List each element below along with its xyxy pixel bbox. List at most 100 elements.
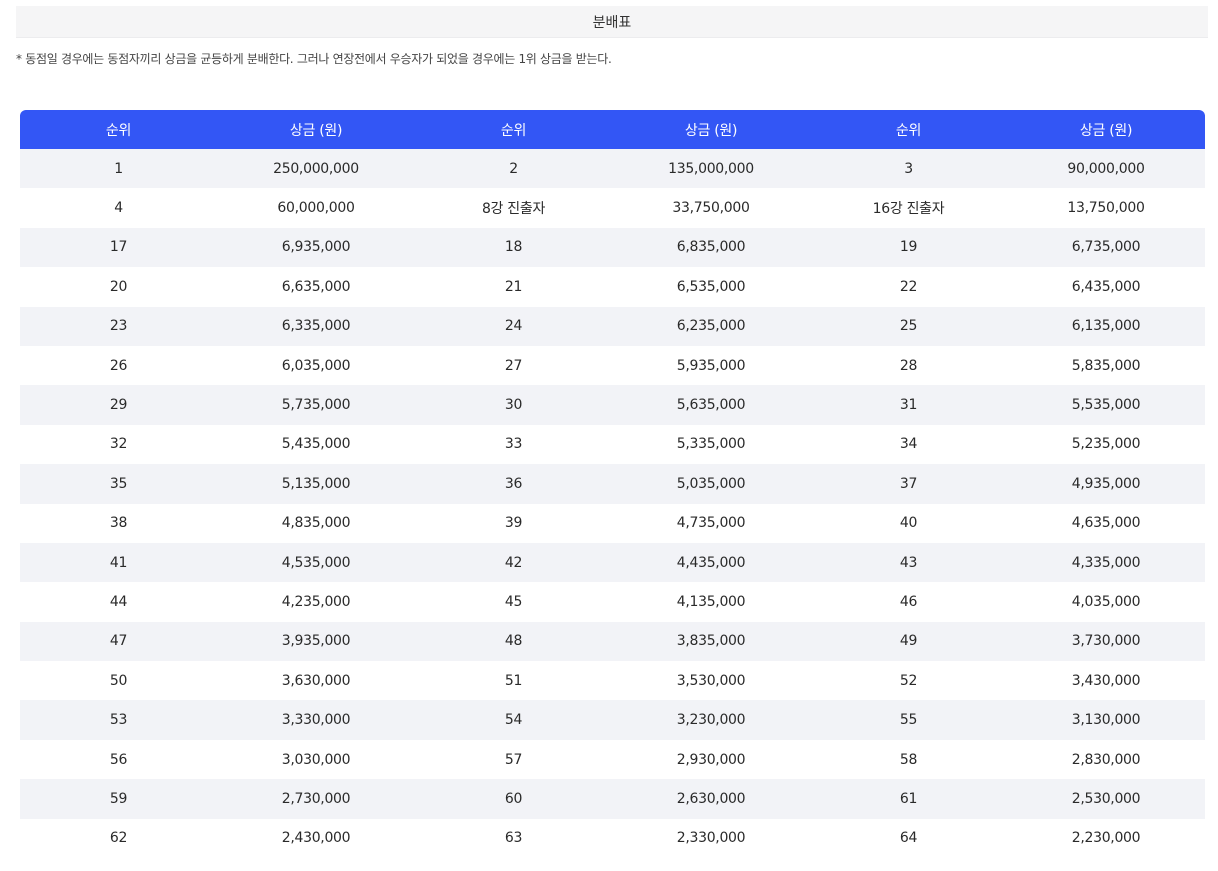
rank-cell: 51 bbox=[415, 661, 612, 701]
header-rank: 순위 bbox=[415, 110, 612, 149]
rank-cell: 29 bbox=[20, 385, 217, 425]
header-prize: 상금 (원) bbox=[217, 110, 415, 149]
prize-cell: 6,935,000 bbox=[217, 227, 415, 268]
rank-cell: 43 bbox=[810, 542, 1007, 583]
table-row: 4 60,000,000 8강 진출자 33,750,000 16강 진출자 13,750… bbox=[20, 188, 1205, 228]
table-row: 20 6,635,000 21 6,535,000 22 6,435,000 bbox=[20, 267, 1205, 307]
table-row: 17 6,935,000 18 6,835,000 19 6,735,000 bbox=[20, 227, 1205, 268]
rank-cell: 19 bbox=[810, 227, 1007, 268]
rank-cell: 40 bbox=[810, 503, 1007, 543]
prize-cell: 6,635,000 bbox=[217, 267, 415, 307]
rank-cell: 54 bbox=[415, 700, 612, 740]
prize-cell: 90,000,000 bbox=[1007, 149, 1205, 189]
prize-cell: 13,750,000 bbox=[1007, 188, 1205, 228]
header-rank: 순위 bbox=[20, 110, 217, 149]
rank-cell: 25 bbox=[810, 306, 1007, 346]
rank-cell: 2 bbox=[415, 149, 612, 189]
prize-cell: 3,030,000 bbox=[217, 739, 415, 780]
prize-cell: 5,735,000 bbox=[217, 385, 415, 425]
prize-cell: 33,750,000 bbox=[612, 188, 810, 228]
prize-cell: 5,935,000 bbox=[612, 345, 810, 386]
prize-cell: 4,935,000 bbox=[1007, 464, 1205, 504]
rank-cell: 38 bbox=[20, 503, 217, 543]
rank-cell: 48 bbox=[415, 621, 612, 662]
rank-cell: 50 bbox=[20, 661, 217, 701]
prize-cell: 250,000,000 bbox=[217, 149, 415, 189]
rank-cell: 60 bbox=[415, 779, 612, 819]
prize-cell: 4,135,000 bbox=[612, 582, 810, 622]
prize-cell: 6,035,000 bbox=[217, 345, 415, 386]
prize-cell: 2,230,000 bbox=[1007, 818, 1205, 859]
rank-cell: 20 bbox=[20, 267, 217, 307]
rank-cell: 62 bbox=[20, 818, 217, 859]
rank-cell: 37 bbox=[810, 464, 1007, 504]
rank-cell: 21 bbox=[415, 267, 612, 307]
header-prize: 상금 (원) bbox=[1007, 110, 1205, 149]
page-title: 분배표 bbox=[16, 6, 1208, 38]
rank-cell: 61 bbox=[810, 779, 1007, 819]
prize-cell: 6,235,000 bbox=[612, 306, 810, 346]
header-row: 순위 상금 (원) 순위 상금 (원) 순위 상금 (원) bbox=[20, 110, 1205, 149]
prize-cell: 60,000,000 bbox=[217, 188, 415, 228]
rank-cell: 46 bbox=[810, 582, 1007, 622]
table-row: 59 2,730,000 60 2,630,000 61 2,530,000 bbox=[20, 779, 1205, 819]
rank-cell: 30 bbox=[415, 385, 612, 425]
prize-cell: 2,530,000 bbox=[1007, 779, 1205, 819]
rank-cell: 39 bbox=[415, 503, 612, 543]
prize-cell: 135,000,000 bbox=[612, 149, 810, 189]
rank-cell: 22 bbox=[810, 267, 1007, 307]
rank-cell: 49 bbox=[810, 621, 1007, 662]
prize-cell: 4,435,000 bbox=[612, 542, 810, 583]
rank-cell: 53 bbox=[20, 700, 217, 740]
table-row: 38 4,835,000 39 4,735,000 40 4,635,000 bbox=[20, 503, 1205, 543]
rank-cell: 63 bbox=[415, 818, 612, 859]
rank-cell: 16강 진출자 bbox=[810, 188, 1007, 228]
table-row: 62 2,430,000 63 2,330,000 64 2,230,000 bbox=[20, 818, 1205, 859]
prize-cell: 3,530,000 bbox=[612, 661, 810, 701]
table-row: 29 5,735,000 30 5,635,000 31 5,535,000 bbox=[20, 385, 1205, 425]
prize-cell: 3,130,000 bbox=[1007, 700, 1205, 740]
rank-cell: 58 bbox=[810, 739, 1007, 780]
table-row: 32 5,435,000 33 5,335,000 34 5,235,000 bbox=[20, 424, 1205, 465]
prize-cell: 4,735,000 bbox=[612, 503, 810, 543]
table-row: 35 5,135,000 36 5,035,000 37 4,935,000 bbox=[20, 464, 1205, 504]
prize-cell: 5,835,000 bbox=[1007, 345, 1205, 386]
rank-cell: 32 bbox=[20, 424, 217, 465]
prize-cell: 2,830,000 bbox=[1007, 739, 1205, 780]
table-row: 56 3,030,000 57 2,930,000 58 2,830,000 bbox=[20, 739, 1205, 780]
rank-cell: 24 bbox=[415, 306, 612, 346]
rank-cell: 1 bbox=[20, 149, 217, 189]
prize-cell: 6,135,000 bbox=[1007, 306, 1205, 346]
prize-cell: 4,035,000 bbox=[1007, 582, 1205, 622]
header-prize: 상금 (원) bbox=[612, 110, 810, 149]
tie-rule-note: * 동점일 경우에는 동점자끼리 상금을 균등하게 분배한다. 그러나 연장전에… bbox=[16, 52, 612, 66]
prize-cell: 5,235,000 bbox=[1007, 424, 1205, 465]
prize-cell: 3,630,000 bbox=[217, 661, 415, 701]
rank-cell: 52 bbox=[810, 661, 1007, 701]
rank-cell: 35 bbox=[20, 464, 217, 504]
prize-cell: 2,930,000 bbox=[612, 739, 810, 780]
rank-cell: 34 bbox=[810, 424, 1007, 465]
prize-cell: 5,135,000 bbox=[217, 464, 415, 504]
prize-cell: 6,535,000 bbox=[612, 267, 810, 307]
prize-cell: 5,035,000 bbox=[612, 464, 810, 504]
prize-cell: 5,535,000 bbox=[1007, 385, 1205, 425]
rank-cell: 26 bbox=[20, 345, 217, 386]
prize-cell: 5,435,000 bbox=[217, 424, 415, 465]
prize-cell: 2,430,000 bbox=[217, 818, 415, 859]
rank-cell: 57 bbox=[415, 739, 612, 780]
rank-cell: 18 bbox=[415, 227, 612, 268]
rank-cell: 56 bbox=[20, 739, 217, 780]
prize-cell: 6,335,000 bbox=[217, 306, 415, 346]
prize-cell: 4,235,000 bbox=[217, 582, 415, 622]
rank-cell: 47 bbox=[20, 621, 217, 662]
rank-cell: 44 bbox=[20, 582, 217, 622]
prize-cell: 5,635,000 bbox=[612, 385, 810, 425]
table-row: 41 4,535,000 42 4,435,000 43 4,335,000 bbox=[20, 542, 1205, 583]
rank-cell: 28 bbox=[810, 345, 1007, 386]
prize-cell: 6,435,000 bbox=[1007, 267, 1205, 307]
table-row: 50 3,630,000 51 3,530,000 52 3,430,000 bbox=[20, 661, 1205, 701]
prize-cell: 4,635,000 bbox=[1007, 503, 1205, 543]
prize-cell: 3,430,000 bbox=[1007, 661, 1205, 701]
table-header: 순위 상금 (원) 순위 상금 (원) 순위 상금 (원) bbox=[20, 110, 1205, 149]
